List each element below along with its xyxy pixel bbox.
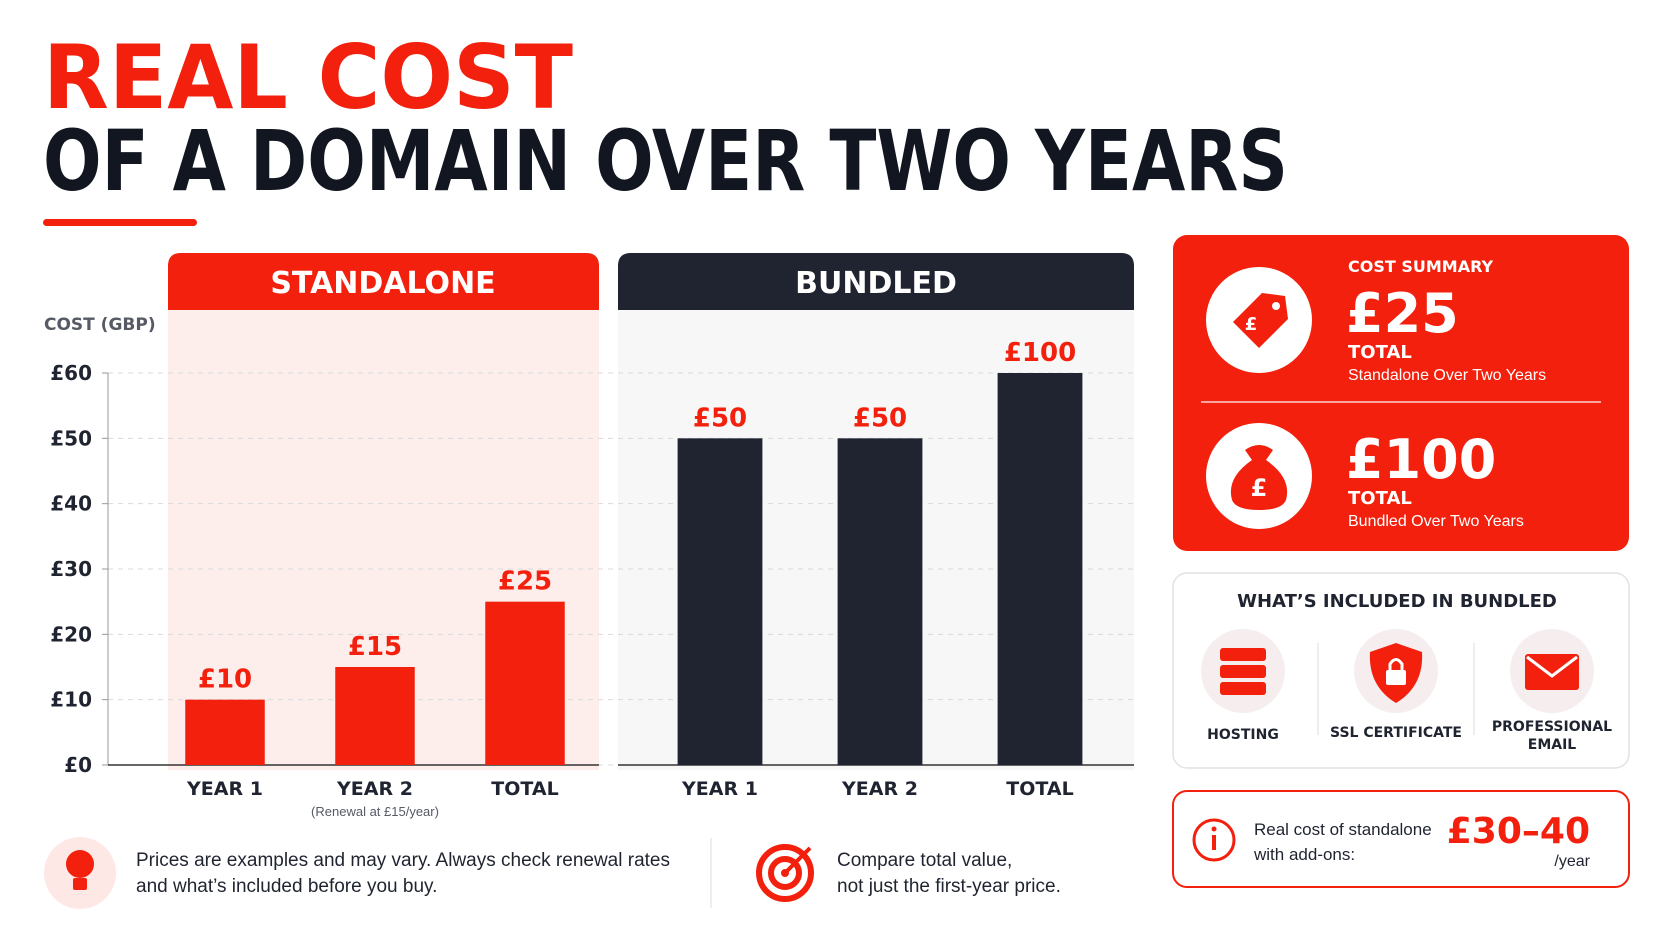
title-line2: OF A DOMAIN OVER TWO YEARS <box>43 112 1288 210</box>
target-icon <box>783 846 812 875</box>
info-icon <box>1212 835 1216 850</box>
summary-label: TOTAL <box>1348 342 1412 363</box>
email-icon <box>1526 655 1578 678</box>
included-item: SSL CERTIFICATE <box>1330 725 1462 741</box>
y-tick-label: £60 <box>50 361 92 385</box>
addons-amount: £30–40 <box>1447 811 1590 852</box>
x-tick-label: YEAR 2 <box>841 778 918 800</box>
panel-title: STANDALONE <box>270 266 495 301</box>
y-tick-label: £0 <box>64 753 92 777</box>
summary-amount: £100 <box>1346 428 1496 491</box>
x-tick-label: YEAR 1 <box>681 778 758 800</box>
chart: COST (GBP) £0 £10 £20 £30 £40 £50 £60 STANDALONE… <box>44 266 1134 819</box>
bulb-icon <box>73 878 87 890</box>
summary-amount: £25 <box>1346 282 1459 345</box>
bag-icon <box>1230 445 1288 510</box>
bar <box>335 667 415 765</box>
included-item: PROFESSIONAL <box>1492 719 1612 735</box>
y-tick-label: £20 <box>50 622 92 646</box>
value-label: £25 <box>498 567 552 597</box>
summary-label: TOTAL <box>1348 488 1412 509</box>
x-tick-label: YEAR 1 <box>186 778 263 800</box>
summary-detail: Bundled Over Two Years <box>1348 513 1524 530</box>
addons-text: Real cost of standalone <box>1254 820 1432 839</box>
y-tick-label: £50 <box>50 426 92 450</box>
panel-title: BUNDLED <box>795 266 957 301</box>
hosting-icon <box>1220 665 1266 678</box>
annotation: (Renewal at £15/year) <box>311 804 439 819</box>
bar <box>185 699 265 765</box>
ssl-icon <box>1388 658 1404 670</box>
ssl-icon <box>1386 670 1406 685</box>
value-label: £50 <box>693 403 747 433</box>
included-item: HOSTING <box>1207 727 1279 743</box>
title-underline <box>43 219 197 226</box>
included-title: WHAT’S INCLUDED IN BUNDLED <box>1237 591 1557 612</box>
bar <box>677 438 763 765</box>
x-tick-label: TOTAL <box>491 778 558 800</box>
addons-card <box>1172 790 1630 888</box>
summary-title: COST SUMMARY <box>1348 257 1494 276</box>
info-icon <box>1192 818 1236 862</box>
value-label: £50 <box>853 403 907 433</box>
note-text: Prices are examples and may vary. Always… <box>136 850 670 871</box>
panel-header <box>168 253 599 310</box>
title-line1: REAL COST <box>43 26 573 129</box>
value-label: £10 <box>198 665 252 695</box>
value-label: £15 <box>348 632 402 662</box>
y-tick-label: £40 <box>50 492 92 516</box>
bar <box>997 373 1083 765</box>
target-icon <box>756 844 814 902</box>
x-tick-label: TOTAL <box>1006 778 1073 800</box>
bulb-icon <box>66 850 94 878</box>
target-icon <box>768 856 802 890</box>
note-text: not just the first-year price. <box>837 876 1061 897</box>
icon-glyph: £ <box>1245 314 1258 335</box>
addons-text: with add-ons: <box>1253 845 1355 864</box>
value-label: £100 <box>1004 338 1076 368</box>
bar <box>485 601 565 765</box>
y-tick-label: £10 <box>50 688 92 712</box>
summary-detail: Standalone Over Two Years <box>1348 367 1546 384</box>
note-text: and what’s included before you buy. <box>136 876 437 897</box>
y-axis-label: COST (GBP) <box>44 315 156 335</box>
email-icon <box>1525 654 1579 690</box>
panel-header <box>618 253 1134 310</box>
icon-glyph: £ <box>1251 474 1268 502</box>
hosting-icon <box>1220 682 1266 695</box>
info-icon <box>1211 826 1217 832</box>
addons-unit: /year <box>1554 853 1590 870</box>
hosting-icon <box>1220 648 1266 661</box>
note-text: Compare total value, <box>837 850 1012 871</box>
y-tick-label: £30 <box>50 557 92 581</box>
bar <box>837 438 923 765</box>
x-tick-label: YEAR 2 <box>336 778 413 800</box>
tag-icon <box>1272 302 1280 310</box>
included-item: EMAIL <box>1528 737 1577 753</box>
